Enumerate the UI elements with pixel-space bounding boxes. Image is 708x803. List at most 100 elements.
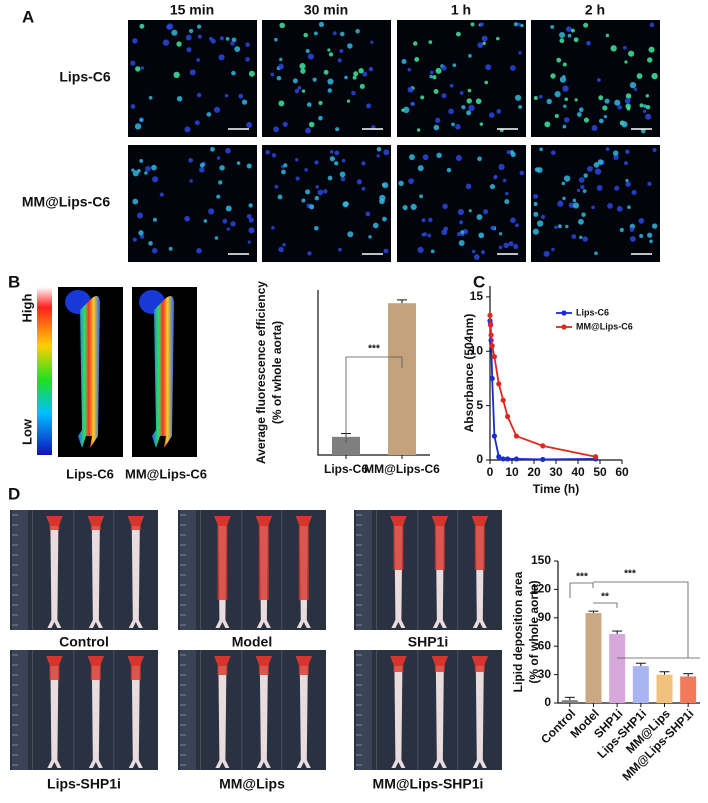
significance-bracket	[345, 356, 403, 443]
cell	[196, 247, 202, 254]
photo-label: Control	[59, 634, 109, 650]
cell	[137, 212, 144, 219]
data-point	[513, 433, 520, 439]
micrograph	[262, 145, 391, 262]
cell	[219, 165, 225, 171]
cell	[502, 178, 507, 183]
cell	[461, 105, 466, 110]
cell	[186, 47, 192, 53]
cell	[489, 183, 496, 190]
legend-marker	[561, 324, 567, 330]
cell	[550, 73, 556, 79]
cell	[420, 95, 425, 100]
cell	[640, 128, 646, 134]
cell	[139, 118, 144, 122]
cell	[333, 161, 339, 166]
cell	[299, 63, 306, 70]
cell	[318, 100, 323, 106]
cell	[586, 165, 593, 172]
cell	[594, 168, 602, 175]
cell	[218, 54, 225, 61]
cell	[294, 88, 300, 94]
cell	[274, 184, 279, 189]
image-label: MM@Lips-C6	[125, 466, 207, 481]
photo-label: MM@Lips	[219, 776, 285, 792]
data-point	[487, 312, 493, 318]
cell	[566, 26, 572, 32]
cell	[455, 31, 461, 37]
arch-stain	[46, 516, 63, 526]
ruler	[356, 650, 372, 770]
bar	[609, 633, 626, 703]
cell	[144, 171, 148, 175]
lipid-stain	[434, 520, 445, 570]
data-point	[496, 381, 502, 387]
cell	[176, 95, 183, 102]
cell	[583, 117, 590, 123]
cell	[282, 121, 288, 127]
data-point	[500, 456, 506, 462]
cell	[305, 189, 311, 195]
cell	[540, 214, 546, 219]
cell	[616, 206, 623, 212]
lipid-stain	[217, 520, 228, 600]
aorta	[46, 516, 63, 628]
cell	[409, 154, 415, 161]
cell	[203, 219, 208, 223]
cell	[633, 87, 638, 92]
cell	[214, 236, 219, 240]
cell	[188, 157, 193, 163]
panel-label: A	[22, 7, 34, 26]
cell	[629, 236, 636, 242]
cell	[152, 217, 157, 222]
cell	[427, 233, 432, 238]
cell	[140, 66, 145, 70]
cell	[429, 70, 434, 75]
aorta	[390, 656, 407, 768]
x-tick-label: 60	[615, 465, 629, 479]
photo-label: SHP1i	[408, 634, 448, 650]
cell	[452, 63, 457, 68]
cell	[478, 232, 485, 239]
cell	[519, 170, 525, 176]
cell	[343, 201, 349, 207]
cell	[563, 104, 567, 109]
arch-stain	[431, 516, 448, 526]
cell	[189, 69, 196, 76]
cell	[607, 203, 613, 209]
cell	[533, 193, 539, 199]
cell	[225, 147, 231, 154]
cell	[477, 42, 484, 49]
cell	[435, 67, 442, 74]
cell	[276, 75, 282, 81]
cell	[493, 175, 497, 180]
cell	[509, 65, 516, 71]
cell	[188, 28, 194, 34]
cell	[605, 147, 610, 151]
cell	[328, 52, 334, 57]
cell	[306, 102, 312, 107]
significance-label: **	[601, 592, 609, 603]
cell	[338, 247, 342, 252]
cell	[132, 237, 137, 242]
cell	[466, 110, 472, 116]
data-point	[491, 433, 497, 439]
cell	[441, 65, 447, 71]
cell	[597, 159, 604, 165]
cell	[292, 78, 298, 84]
cell	[317, 189, 324, 196]
cell	[339, 171, 346, 178]
arch-stain	[214, 656, 231, 666]
cell	[159, 192, 164, 197]
cell	[559, 32, 566, 39]
cell	[481, 35, 488, 42]
cell	[355, 29, 360, 34]
cell	[230, 221, 236, 227]
cell	[457, 208, 465, 216]
cell	[639, 103, 644, 108]
cell	[327, 78, 334, 85]
cell	[466, 98, 472, 104]
cell	[430, 249, 435, 254]
cell	[197, 34, 202, 39]
cell	[383, 149, 390, 156]
